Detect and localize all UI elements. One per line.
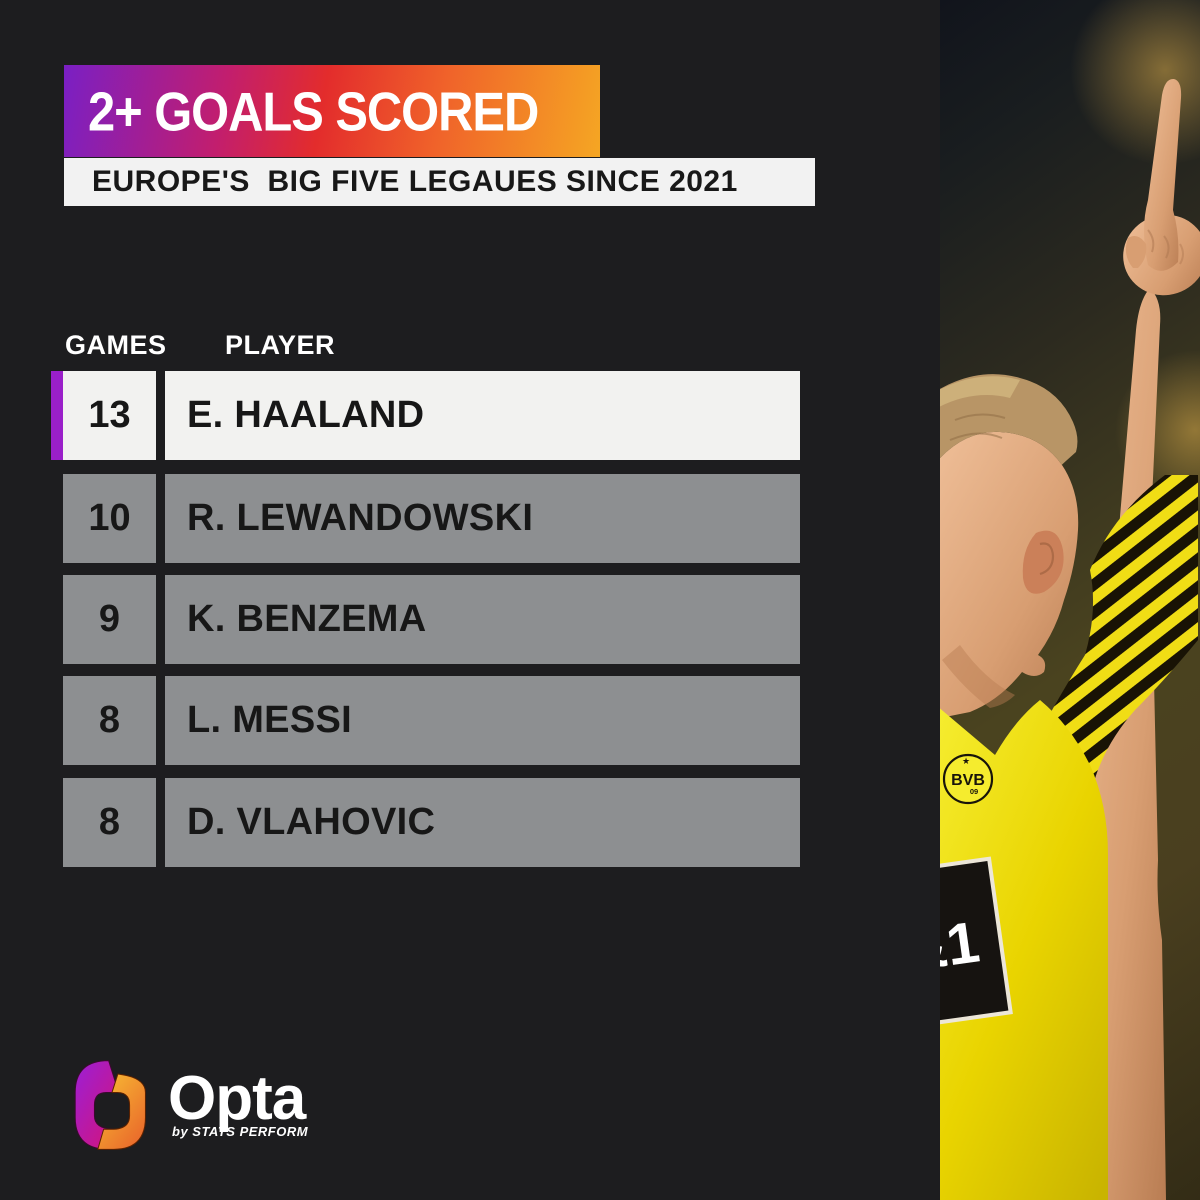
svg-text:09: 09 [970,787,978,796]
svg-text:★: ★ [962,756,970,766]
svg-text:BVB: BVB [951,772,985,789]
